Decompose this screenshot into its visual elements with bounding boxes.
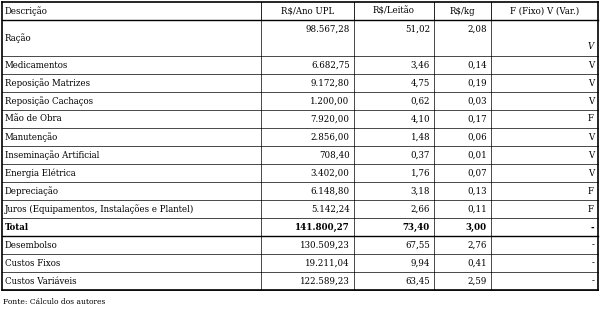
Text: V: V: [588, 150, 594, 160]
Text: Medicamentos: Medicamentos: [5, 60, 68, 69]
Text: F: F: [588, 114, 594, 123]
Text: 6.682,75: 6.682,75: [311, 60, 350, 69]
Text: Custos Variáveis: Custos Variáveis: [5, 277, 77, 286]
Text: Manutenção: Manutenção: [5, 132, 58, 142]
Text: R$/Leitão: R$/Leitão: [373, 7, 415, 16]
Text: F: F: [588, 187, 594, 196]
Text: 9,94: 9,94: [411, 259, 430, 268]
Text: 2,66: 2,66: [411, 205, 430, 214]
Text: Reposição Cachaços: Reposição Cachaços: [5, 96, 93, 106]
Text: 3.402,00: 3.402,00: [311, 169, 350, 178]
Text: Reposição Matrizes: Reposição Matrizes: [5, 78, 90, 88]
Text: 1,48: 1,48: [410, 132, 430, 141]
Text: 4,10: 4,10: [410, 114, 430, 123]
Text: -: -: [590, 223, 594, 232]
Text: R$/Ano UPL: R$/Ano UPL: [281, 7, 334, 16]
Text: 1.200,00: 1.200,00: [310, 96, 350, 105]
Text: 6.148,80: 6.148,80: [311, 187, 350, 196]
Text: 3,18: 3,18: [410, 187, 430, 196]
Text: 0,17: 0,17: [467, 114, 487, 123]
Text: 0,37: 0,37: [411, 150, 430, 160]
Text: Desembolso: Desembolso: [5, 241, 58, 250]
Text: 0,62: 0,62: [410, 96, 430, 105]
Text: V: V: [588, 132, 594, 141]
Text: 1,76: 1,76: [410, 169, 430, 178]
Text: V: V: [588, 96, 594, 105]
Text: Inseminação Artificial: Inseminação Artificial: [5, 150, 100, 160]
Text: Depreciação: Depreciação: [5, 186, 59, 196]
Text: 19.211,04: 19.211,04: [305, 259, 350, 268]
Text: F (Fixo) V (Var.): F (Fixo) V (Var.): [510, 7, 579, 16]
Text: 3,46: 3,46: [411, 60, 430, 69]
Text: 130.509,23: 130.509,23: [300, 241, 350, 250]
Text: V: V: [588, 78, 594, 87]
Text: 122.589,23: 122.589,23: [300, 277, 350, 286]
Text: Ração: Ração: [5, 33, 32, 43]
Text: 98.567,28: 98.567,28: [305, 24, 350, 33]
Text: 708,40: 708,40: [319, 150, 350, 160]
Text: 2.856,00: 2.856,00: [311, 132, 350, 141]
Text: 9.172,80: 9.172,80: [311, 78, 350, 87]
Text: 51,02: 51,02: [405, 24, 430, 33]
Text: Total: Total: [5, 223, 29, 232]
Text: 0,14: 0,14: [467, 60, 487, 69]
Text: V: V: [588, 169, 594, 178]
Text: 7.920,00: 7.920,00: [311, 114, 350, 123]
Text: 4,75: 4,75: [411, 78, 430, 87]
Text: Energia Elétrica: Energia Elétrica: [5, 168, 76, 178]
Text: 0,11: 0,11: [467, 205, 487, 214]
Text: 141.800,27: 141.800,27: [295, 223, 350, 232]
Text: 2,76: 2,76: [467, 241, 487, 250]
Text: V: V: [588, 42, 594, 51]
Text: -: -: [591, 277, 594, 286]
Text: 3,00: 3,00: [466, 223, 487, 232]
Text: Fonte: Cálculo dos autores: Fonte: Cálculo dos autores: [3, 298, 106, 306]
Text: -: -: [591, 259, 594, 268]
Text: 5.142,24: 5.142,24: [311, 205, 350, 214]
Text: 2,59: 2,59: [467, 277, 487, 286]
Text: 73,40: 73,40: [403, 223, 430, 232]
Text: 0,07: 0,07: [467, 169, 487, 178]
Text: 0,06: 0,06: [467, 132, 487, 141]
Text: 0,01: 0,01: [467, 150, 487, 160]
Text: 63,45: 63,45: [406, 277, 430, 286]
Text: V: V: [588, 60, 594, 69]
Text: Juros (Equipamentos, Instalações e Plantel): Juros (Equipamentos, Instalações e Plant…: [5, 204, 194, 214]
Text: F: F: [588, 205, 594, 214]
Text: Custos Fixos: Custos Fixos: [5, 259, 61, 268]
Text: -: -: [591, 241, 594, 250]
Text: 0,13: 0,13: [467, 187, 487, 196]
Text: 67,55: 67,55: [405, 241, 430, 250]
Text: Mão de Obra: Mão de Obra: [5, 114, 62, 123]
Text: 0,41: 0,41: [467, 259, 487, 268]
Text: Descrição: Descrição: [5, 6, 48, 16]
Text: 0,19: 0,19: [467, 78, 487, 87]
Text: 0,03: 0,03: [467, 96, 487, 105]
Text: 2,08: 2,08: [467, 24, 487, 33]
Text: R$/kg: R$/kg: [449, 7, 475, 16]
